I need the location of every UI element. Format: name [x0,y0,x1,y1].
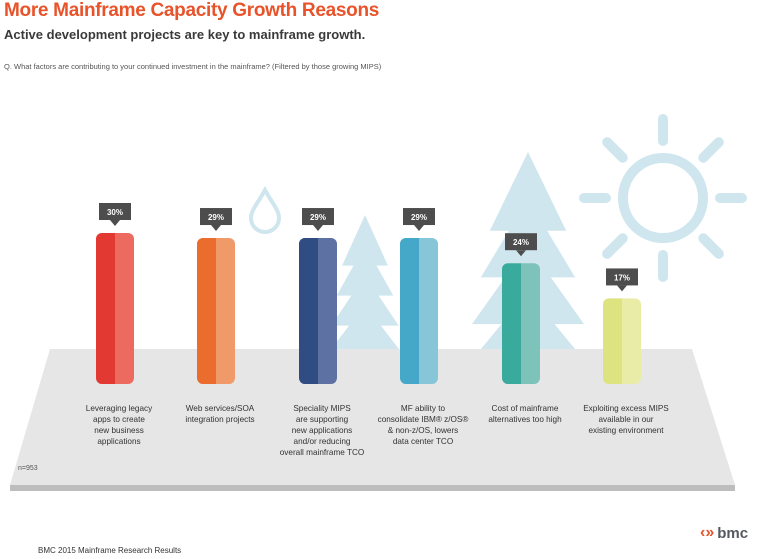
category-label: Leveraging legacy [86,404,153,413]
bar-shade [299,238,318,384]
bar-shade [400,238,419,384]
category-label: new applications [292,426,353,435]
callout-pointer [414,225,424,232]
category-label: new business [94,426,144,435]
bmc-logo-text: bmc [717,524,749,542]
bar-group: 29% Speciality MIPS are supporting new appl… [280,208,364,457]
category-label: MF ability to [401,404,446,413]
value-callout [99,203,131,220]
sun-icon [579,114,747,282]
chart-floor [10,349,735,491]
bmc-logo: ‹» bmc [700,524,748,542]
bars-group: 30% Leveraging legacy apps to create new bu… [86,203,669,457]
category-label: are supporting [296,415,349,424]
bar-group: 24% Cost of mainframe alternatives too hig… [488,233,562,424]
callout-pointer [617,285,627,292]
bar-group: 29% MF ability to consolidate IBM® z/OS® & … [378,208,469,446]
data-label: 17% [614,273,630,282]
value-callout [200,208,232,226]
category-label: Cost of mainframe [492,404,559,413]
bar-shade [502,263,521,384]
sample-size: n=953 [18,465,38,472]
floor-edge [10,485,735,491]
callout-pointer [516,250,526,257]
value-callout [302,208,334,226]
category-label: Exploiting excess MIPS [583,404,669,413]
value-callout [505,233,537,251]
data-label: 30% [107,208,123,217]
category-label: integration projects [185,415,254,424]
category-label: overall mainframe TCO [280,448,364,457]
callout-pointer [110,220,120,226]
data-label: 29% [310,213,326,222]
survey-question: Q. What factors are contributing to your… [4,62,382,71]
water-drop-icon [248,185,282,234]
floor-top [10,349,735,485]
pine-tree-icon [326,215,404,372]
data-label: 29% [208,213,224,222]
category-label: applications [97,437,140,446]
category-label: apps to create [93,415,145,424]
bar-shade [603,298,622,384]
bmc-logo-mark: ‹» [700,524,715,541]
bar-shade [197,238,216,384]
category-label: Speciality MIPS [293,404,351,413]
bar-group: 29% Web services/SOA integration projects [185,208,255,424]
callout-pointer [313,225,323,232]
category-label: and/or reducing [294,437,351,446]
category-label: consolidate IBM® z/OS® [378,415,469,424]
callout-pointer [211,225,221,232]
value-callout [606,268,638,286]
category-label: alternatives too high [488,415,562,424]
bar-shade [96,233,115,384]
chart-subtitle: Active development projects are key to m… [4,27,366,42]
category-label: & non-z/OS, lowers [388,426,459,435]
value-callout [403,208,435,226]
data-label: 24% [513,238,529,247]
bar-group: 30% Leveraging legacy apps to create new bu… [86,203,153,446]
category-label: Web services/SOA [186,404,255,413]
category-label: available in our [598,415,653,424]
category-label: existing environment [588,426,664,435]
chart-title: More Mainframe Capacity Growth Reasons [4,0,380,21]
category-label: data center TCO [393,437,453,446]
footer-source: BMC 2015 Mainframe Research Results [38,546,182,555]
data-label: 29% [411,213,427,222]
bar-group: 17% Exploiting excess MIPS available in ou… [583,268,669,435]
